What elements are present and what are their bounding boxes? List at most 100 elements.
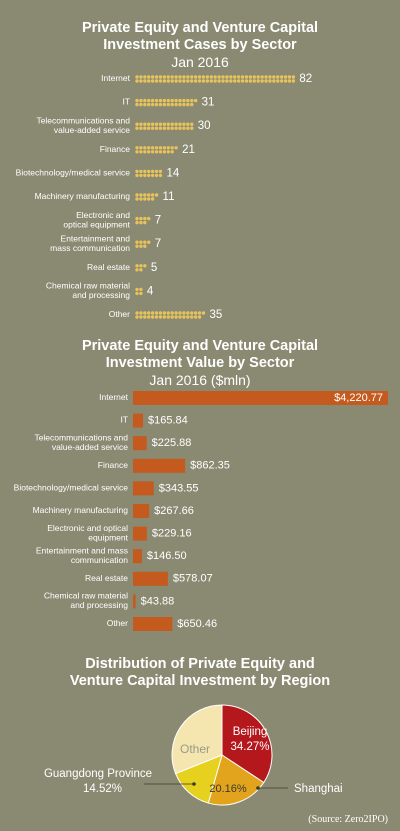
cases-chart-subtitle: Jan 2016: [171, 54, 229, 70]
value-bar-label: $267.66: [154, 505, 194, 517]
cases-dot: [150, 315, 155, 319]
value-bar-label: $862.35: [190, 460, 230, 472]
cases-dot: [150, 126, 155, 130]
cases-dot: [283, 75, 288, 79]
cases-category-label: Telecommunications and value-added servic…: [36, 116, 130, 136]
cases-dot-group: [135, 311, 206, 319]
cases-dot-group: [135, 287, 143, 296]
cases-dot: [276, 75, 280, 79]
value-bar: [133, 481, 154, 496]
cases-dot: [229, 79, 233, 83]
cases-dot: [221, 75, 225, 79]
cases-dot: [170, 150, 174, 154]
value-chart-title-line1: Private Equity and Venture Capital: [81, 338, 319, 354]
cases-dot: [182, 311, 186, 315]
cases-dot: [217, 79, 221, 83]
cases-dot: [209, 75, 213, 79]
cases-dot: [197, 79, 202, 83]
cases-value-label: 4: [147, 285, 154, 297]
shanghai-leader-dot: [256, 786, 260, 790]
cases-dot: [174, 311, 178, 315]
cases-dot: [154, 173, 159, 178]
cases-dot: [182, 102, 186, 107]
cases-dot: [193, 98, 198, 103]
cases-dot: [147, 173, 151, 178]
cases-dot: [205, 75, 210, 79]
guangdong-leader-dot: [192, 782, 196, 786]
cases-dot: [178, 315, 182, 319]
cases-dot: [225, 75, 229, 79]
cases-dot: [287, 79, 292, 83]
value-category-label: Finance: [98, 460, 129, 470]
cases-dot: [170, 79, 174, 83]
cases-dot: [150, 146, 155, 150]
cases-dot: [178, 311, 182, 315]
value-chart: Internet $4,220.77 IT $165.84 Telecommunicat…: [14, 391, 388, 631]
cases-dot: [135, 75, 139, 79]
cases-dot: [135, 126, 139, 130]
cases-category-label: IT: [122, 97, 130, 107]
value-category-label: Machinery manufacturing: [33, 505, 129, 515]
cases-dot-group: [135, 264, 147, 272]
cases-dot: [166, 122, 170, 126]
cases-dot: [143, 240, 147, 244]
cases-dot: [236, 75, 241, 79]
cases-dot: [170, 126, 174, 130]
cases-dot: [166, 315, 170, 319]
cases-dot: [143, 98, 147, 103]
cases-dot: [279, 79, 284, 83]
cases-dot: [147, 75, 151, 79]
beijing-value: 34.27%: [230, 741, 269, 753]
cases-dot: [162, 315, 167, 319]
cases-dot: [147, 193, 151, 197]
cases-category-label: Internet: [101, 73, 130, 83]
cases-dot: [150, 150, 155, 154]
cases-dot: [178, 126, 182, 130]
cases-dot-group: [135, 75, 296, 83]
cases-dot: [240, 79, 245, 83]
cases-dot: [150, 197, 155, 201]
cases-dot: [143, 315, 147, 319]
cases-dot: [248, 75, 253, 79]
cases-dot: [147, 197, 151, 201]
cases-dot: [139, 75, 143, 79]
cases-chart-title-line1: Private Equity and Venture Capital: [81, 20, 319, 36]
cases-dot: [135, 102, 139, 107]
cases-dot: [139, 220, 143, 225]
cases-dot: [135, 291, 139, 296]
value-chart-title: Private Equity and Venture Capital Inves…: [0, 338, 400, 372]
cases-dot: [143, 216, 147, 221]
cases-dot: [166, 311, 170, 315]
region-slice-shanghai: [207, 754, 265, 806]
cases-dot: [158, 102, 163, 107]
cases-dot: [158, 173, 163, 178]
cases-dot: [209, 79, 213, 83]
cases-dot: [139, 102, 143, 107]
value-chart-title-line2: Investment Value by Sector: [105, 355, 295, 371]
value-category-label: Electronic and optical equipment: [47, 523, 128, 543]
cases-dot: [150, 122, 155, 126]
cases-dot: [221, 79, 225, 83]
cases-dot: [158, 75, 163, 79]
cases-dot: [154, 169, 159, 174]
cases-dot: [193, 315, 198, 319]
cases-value-label: 7: [155, 238, 161, 250]
cases-dot: [178, 75, 182, 79]
value-bar-label: $43.88: [141, 595, 175, 607]
cases-dot: [150, 311, 155, 315]
cases-dot: [279, 75, 284, 79]
cases-dot: [260, 75, 264, 79]
value-category-label: Real estate: [85, 573, 128, 583]
source-note: (Source: Zero2IPO): [308, 814, 388, 825]
cases-dot: [217, 75, 221, 79]
value-bar-label: $225.88: [152, 437, 192, 449]
cases-dot: [139, 169, 143, 174]
cases-dot: [268, 75, 272, 79]
cases-dot: [158, 146, 163, 150]
region-chart-title: Distribution of Private Equity and Ventu…: [0, 656, 400, 690]
value-bar-label: $578.07: [173, 573, 213, 585]
cases-dot: [135, 146, 139, 150]
cases-dot: [135, 216, 139, 221]
cases-dot: [186, 315, 190, 319]
cases-dot: [240, 75, 245, 79]
